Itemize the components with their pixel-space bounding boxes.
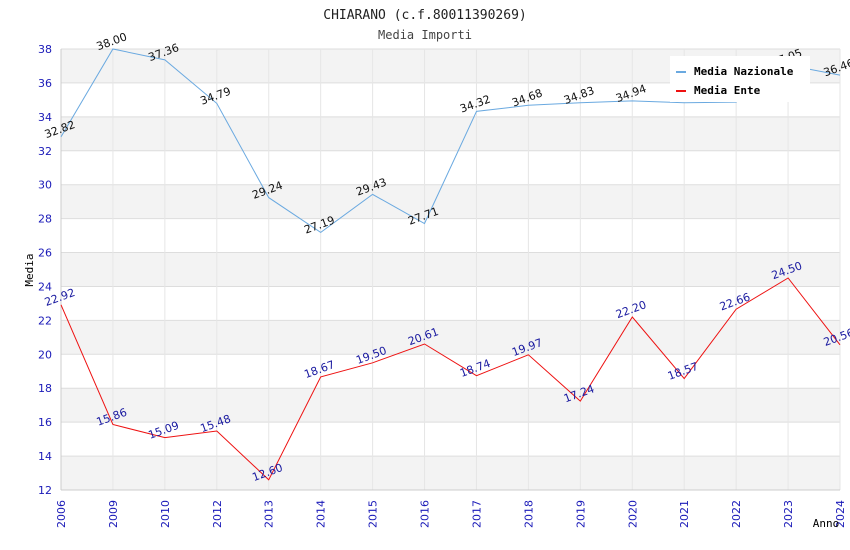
x-tick-label: 2013 (263, 500, 276, 528)
legend-label-media-nazionale: Media Nazionale (694, 65, 794, 78)
y-tick-labels: 12 14 16 18 20 22 24 26 28 30 32 34 36 38 (38, 43, 52, 497)
grid-band (61, 456, 840, 490)
chart-title: CHIARANO (c.f.80011390269) (323, 8, 527, 23)
data-label: 34.68 (510, 87, 544, 110)
x-tick-label: 2021 (678, 500, 691, 528)
x-tick-label: 2009 (107, 500, 120, 528)
x-tick-label: 2006 (55, 500, 68, 528)
axes (60, 49, 840, 491)
series-line-media-nazionale (60, 48, 841, 234)
grid-band (61, 116, 840, 151)
y-tick-label: 38 (38, 43, 52, 56)
grid-band (61, 184, 840, 219)
grid-band (61, 388, 840, 423)
x-tick-label: 2015 (367, 500, 380, 528)
data-label: 34.32 (458, 93, 492, 116)
x-tick-label: 2017 (470, 500, 483, 528)
x-tick-labels: 2006 2009 2010 2012 2013 2014 2015 2016 2017 2018… (55, 500, 847, 528)
y-tick-label: 34 (38, 111, 52, 124)
legend: Media Nazionale Media Ente (670, 56, 810, 102)
data-label: 34.83 (562, 84, 596, 107)
data-label: 22.20 (614, 298, 648, 321)
x-tick-label: 2022 (730, 500, 743, 528)
y-tick-label: 20 (38, 348, 52, 361)
x-tick-label: 2020 (626, 500, 639, 528)
x-tick-label: 2024 (834, 500, 847, 528)
x-tick-label: 2019 (574, 500, 587, 528)
x-tick-label: 2018 (522, 500, 535, 528)
y-tick-label: 12 (38, 484, 52, 497)
x-tick-label: 2023 (782, 500, 795, 528)
x-tick-label: 2012 (211, 500, 224, 528)
x-axis-label: Anno (813, 517, 840, 530)
grid-band (61, 320, 840, 355)
y-tick-label: 26 (38, 247, 52, 260)
data-label: 18.74 (458, 357, 492, 380)
grid-band (61, 252, 840, 287)
y-tick-label: 24 (38, 280, 52, 293)
grid-bands (61, 49, 840, 490)
data-label: 34.79 (199, 85, 233, 108)
y-tick-label: 18 (38, 382, 52, 395)
x-tick-label: 2014 (315, 500, 328, 528)
y-tick-label: 30 (38, 179, 52, 192)
y-tick-label: 28 (38, 213, 52, 226)
x-tick-label: 2016 (419, 500, 432, 528)
legend-box (670, 56, 810, 102)
y-tick-label: 32 (38, 145, 52, 158)
legend-label-media-ente: Media Ente (694, 84, 761, 97)
y-tick-label: 22 (38, 314, 52, 327)
y-axis-label: Media (23, 253, 36, 286)
series-lines (60, 48, 841, 481)
series-line-media-ente (60, 277, 841, 481)
y-tick-label: 14 (38, 450, 52, 463)
data-label: 18.67 (302, 358, 336, 381)
y-tick-label: 16 (38, 416, 52, 429)
y-tick-label: 36 (38, 77, 52, 90)
x-tick-label: 2010 (159, 500, 172, 528)
chart-subtitle: Media Importi (378, 28, 472, 42)
